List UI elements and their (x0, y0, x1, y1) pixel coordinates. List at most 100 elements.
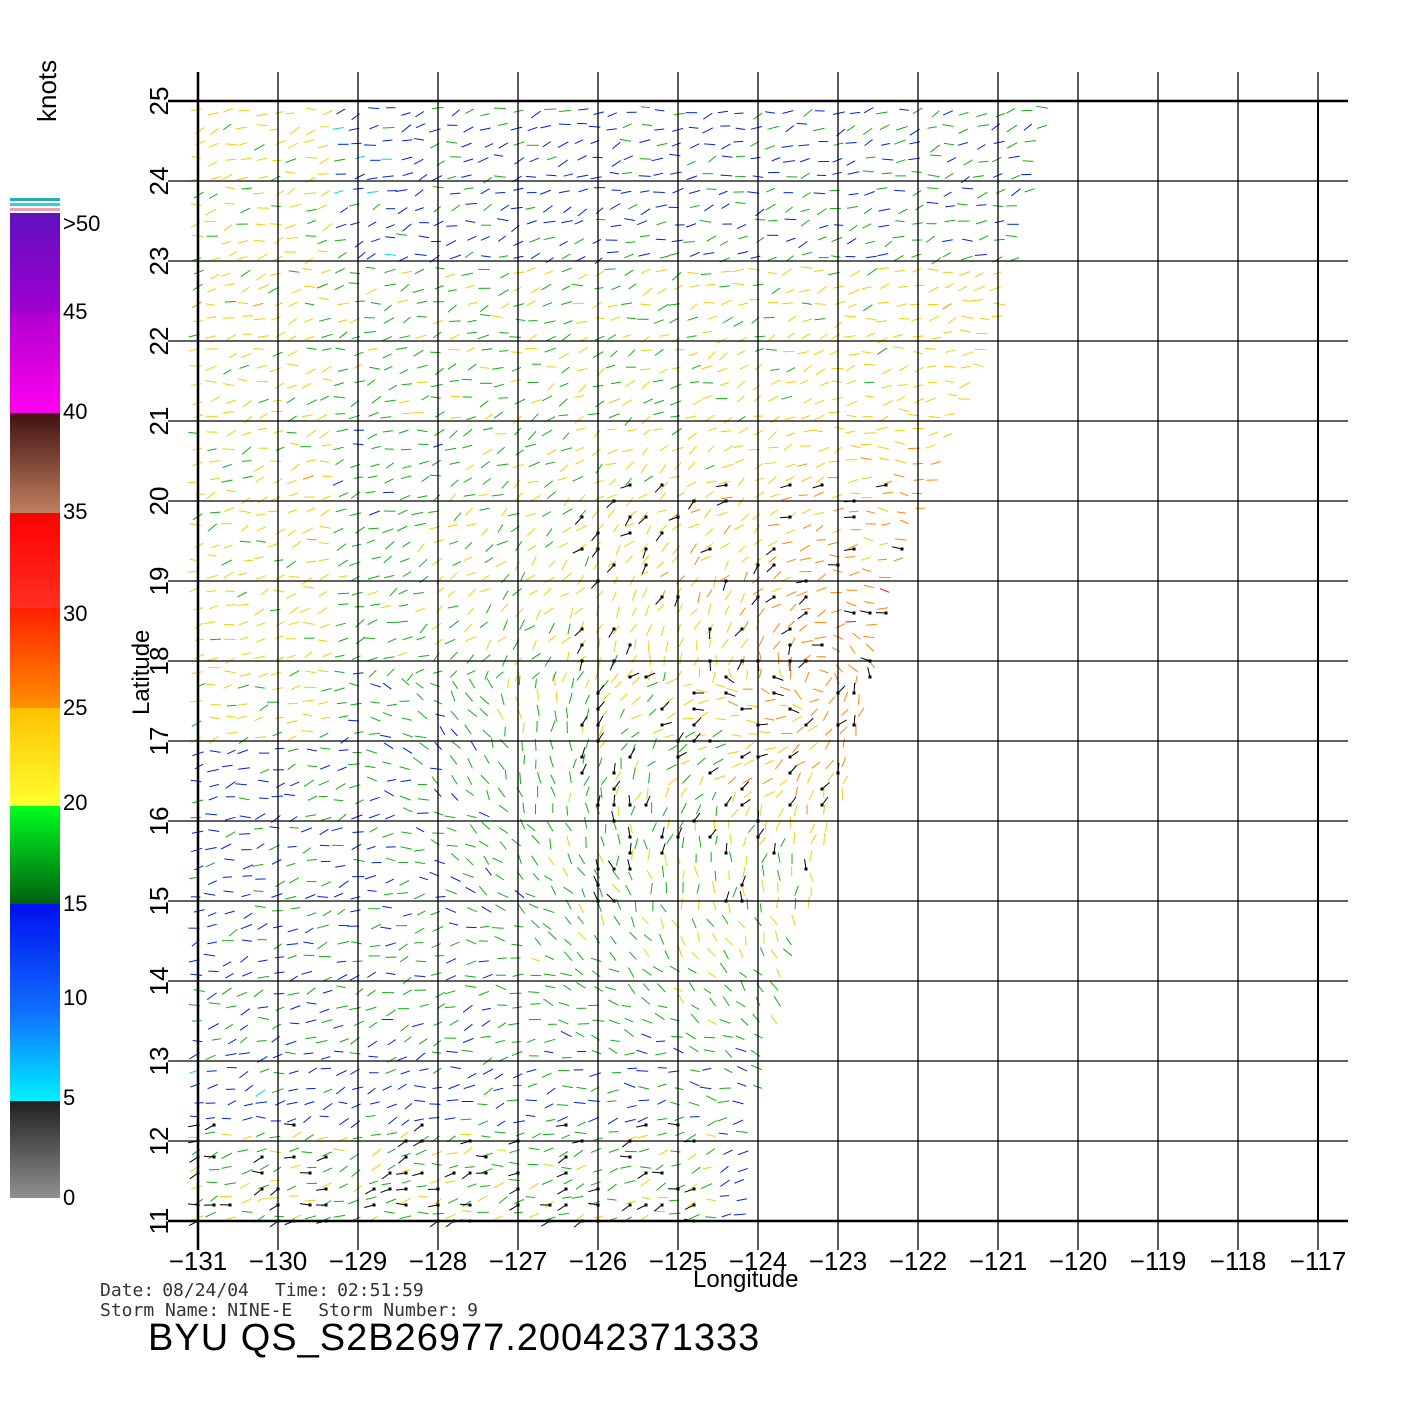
wind-vector (498, 1023, 506, 1028)
wind-vector (661, 625, 664, 636)
wind-vector (635, 639, 636, 649)
wind-vector (724, 985, 731, 992)
wind-vector (402, 1120, 409, 1126)
x-tick-label: −128 (409, 1246, 468, 1276)
wind-vector (653, 192, 665, 193)
wind-vector (608, 509, 615, 518)
wind-vector (352, 337, 361, 339)
wind-vector (401, 1071, 410, 1074)
wind-vector (735, 202, 745, 203)
wind-vector (768, 273, 777, 274)
wind-vector (340, 1166, 348, 1172)
wind-vector (743, 837, 746, 846)
wind-vector (244, 913, 253, 919)
wind-vector (452, 775, 458, 784)
wind-vector (307, 348, 317, 350)
wind-vector (224, 859, 234, 860)
wind-vector (222, 1166, 232, 1168)
wind-vector (579, 855, 585, 865)
wind-vector (792, 915, 796, 926)
wind-vector (720, 963, 727, 973)
wind-vector (790, 670, 791, 680)
wind-vector (256, 1102, 268, 1103)
wind-vector (942, 240, 953, 242)
wind-vector (932, 337, 941, 339)
wind-vector (767, 126, 779, 129)
wind-vector (802, 334, 810, 339)
wind-vector (383, 906, 392, 908)
wind-vector (370, 1102, 380, 1104)
wind-vector (206, 317, 216, 319)
rain-flag-dot (517, 1140, 520, 1143)
lat-lon-grid: −131−130−129−128−127−126−125−124−123−122… (144, 72, 1348, 1276)
wind-vector (828, 773, 834, 781)
wind-vector (728, 903, 730, 913)
wind-vector (499, 333, 508, 334)
wind-vector (694, 621, 701, 630)
wind-vector (467, 524, 477, 526)
wind-vector (621, 729, 628, 735)
wind-vector (382, 529, 393, 533)
wind-vector (418, 799, 429, 800)
wind-vector (718, 111, 728, 113)
wind-vector (464, 1024, 472, 1031)
wind-vector (449, 349, 461, 350)
wind-vector (585, 695, 589, 704)
rain-flag-dot (629, 676, 632, 679)
wind-vector (878, 559, 887, 560)
wind-vector (834, 508, 844, 511)
wind-vector (893, 335, 903, 338)
wind-vector (605, 824, 606, 833)
wind-vector (527, 824, 535, 831)
wind-vector (304, 780, 314, 786)
wind-vector (578, 575, 584, 585)
wind-vector (368, 528, 379, 529)
rain-flag-dot (677, 516, 680, 519)
wind-vector (453, 681, 458, 689)
wind-vector (483, 478, 491, 484)
wind-vector (877, 348, 887, 355)
wind-vector (245, 1085, 253, 1091)
wind-vector (356, 619, 365, 627)
wind-vector (369, 413, 379, 417)
wind-vector (899, 409, 909, 412)
wind-vector (206, 366, 217, 371)
wind-vector (545, 578, 555, 583)
wind-vector (801, 220, 809, 226)
wind-vector (797, 727, 804, 733)
y-tick-label: 15 (144, 887, 174, 916)
wind-vector (243, 560, 253, 561)
wind-vector (191, 701, 203, 702)
wind-vector (400, 796, 411, 800)
wind-vector (497, 447, 505, 454)
wind-vector (929, 432, 938, 436)
wind-vector (786, 938, 791, 945)
wind-vector (382, 1183, 391, 1184)
rain-flag-dot (581, 756, 584, 759)
wind-vector (399, 605, 408, 607)
wind-vector (689, 446, 697, 454)
wind-vector (204, 684, 215, 685)
wind-vector (706, 284, 716, 285)
wind-vector (722, 1214, 732, 1217)
wind-vector (420, 1004, 429, 1006)
wind-vector (224, 671, 235, 673)
wind-vector (467, 573, 476, 576)
wind-vector (733, 1120, 743, 1125)
wind-vector (237, 605, 248, 606)
wind-vector (850, 572, 860, 576)
wind-vector (635, 901, 636, 912)
wind-vector (446, 142, 457, 144)
wind-vector (339, 493, 348, 497)
wind-vector (514, 272, 525, 273)
wind-vector (530, 1183, 539, 1189)
wind-vector (959, 382, 970, 388)
wind-vector (715, 776, 725, 780)
wind-vector (627, 429, 637, 431)
wind-vector (607, 429, 617, 430)
wind-vector (258, 976, 270, 978)
wind-vector (928, 175, 940, 177)
wind-vector (318, 240, 328, 244)
wind-vector (366, 1197, 377, 1200)
rain-flag-dot (773, 596, 776, 599)
